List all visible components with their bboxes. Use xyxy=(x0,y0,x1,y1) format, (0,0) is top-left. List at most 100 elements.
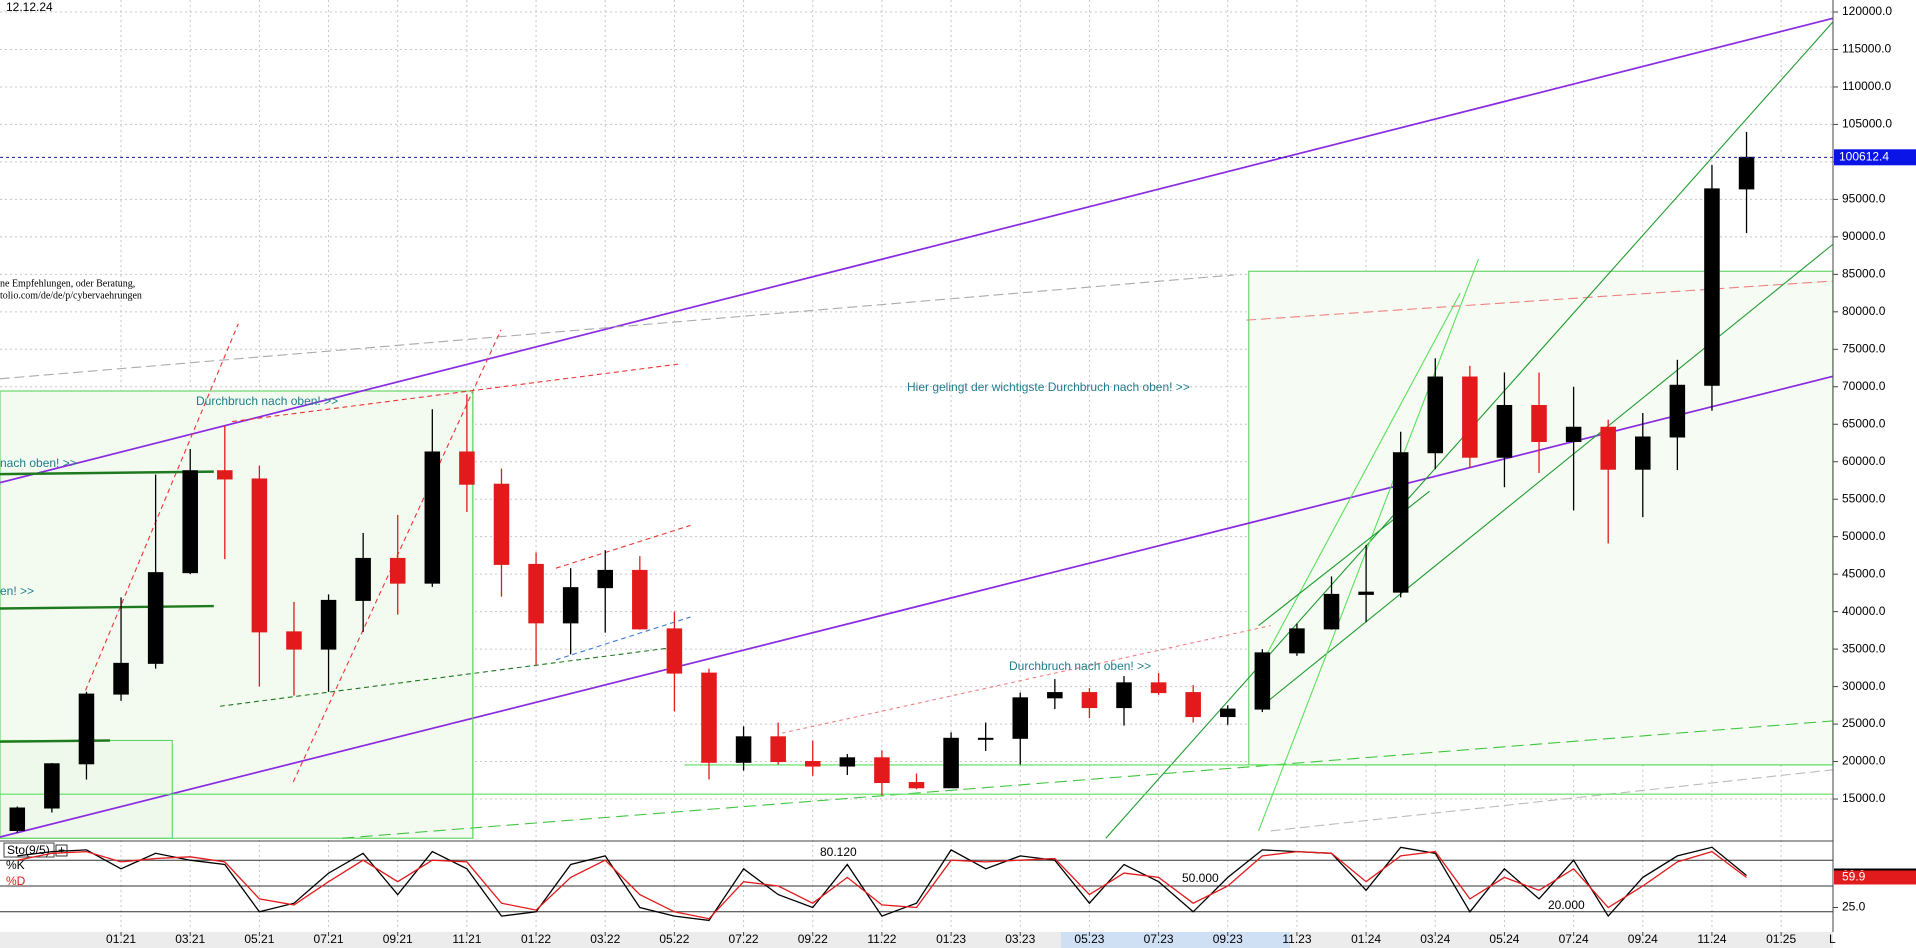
x-tick-label: 09.24 xyxy=(1628,932,1658,946)
x-tick-label: 09.23 xyxy=(1213,932,1243,946)
y-tick-label: 105000.0 xyxy=(1842,117,1892,131)
y-tick-label: 30000.0 xyxy=(1842,679,1886,693)
y-tick-label: 85000.0 xyxy=(1842,267,1886,281)
candle-body xyxy=(1150,682,1167,694)
x-tick-label: 05.23 xyxy=(1074,932,1104,946)
candle-body xyxy=(1600,426,1616,470)
x-tick-label: 07.22 xyxy=(729,932,759,946)
x-tick-label: 05.21 xyxy=(244,932,274,946)
candle-body xyxy=(1012,697,1029,739)
candle-body xyxy=(943,737,959,789)
trend-line xyxy=(0,17,1834,484)
last-value-label: 59.9 xyxy=(1842,870,1866,884)
candle-body xyxy=(1635,436,1651,470)
trend-line xyxy=(555,616,691,661)
candle-body xyxy=(1669,384,1686,438)
y-tick-label: 90000.0 xyxy=(1842,229,1886,243)
legend-d: %D xyxy=(6,874,26,888)
candle-body xyxy=(874,757,890,784)
trend-line xyxy=(219,647,673,707)
candle-body xyxy=(389,557,406,584)
candle-body xyxy=(632,569,648,630)
y-tick-label: 40000.0 xyxy=(1842,604,1886,618)
x-tick-label: 09.21 xyxy=(383,932,413,946)
indicator-line xyxy=(17,850,1747,920)
y-tick-label: 75000.0 xyxy=(1842,341,1886,355)
candle-body xyxy=(1047,692,1063,699)
candle-body xyxy=(44,763,60,809)
candle-body xyxy=(528,563,544,624)
indicator-line xyxy=(17,846,1747,922)
y-tick-label: 70000.0 xyxy=(1842,379,1886,393)
trend-line xyxy=(0,274,1235,380)
x-tick-label: 09.22 xyxy=(798,932,828,946)
y-tick-label: 25.0 xyxy=(1842,900,1866,914)
candle-body xyxy=(1531,405,1547,442)
x-tick-label: 01.22 xyxy=(521,932,551,946)
y-tick-label: 65000.0 xyxy=(1842,416,1886,430)
add-icon[interactable]: + xyxy=(58,843,65,857)
y-tick-label: 110000.0 xyxy=(1842,79,1891,93)
candle-body xyxy=(424,451,441,584)
trend-line xyxy=(1258,292,1461,670)
x-tick-label: 01.24 xyxy=(1351,932,1381,946)
annotation: ne Empfehlungen, oder Beratung, xyxy=(0,278,135,289)
level-label: 80.120 xyxy=(820,845,857,859)
y-tick-label: 45000.0 xyxy=(1842,566,1886,580)
candle-body xyxy=(1704,188,1720,386)
x-tick-label: 07.21 xyxy=(314,932,344,946)
current-price-box xyxy=(1834,149,1916,166)
y-tick-label: 50000.0 xyxy=(1842,529,1886,543)
y-tick-label: 95000.0 xyxy=(1842,192,1886,206)
y-tick-label: 60000.0 xyxy=(1842,454,1886,468)
candle-body xyxy=(1289,628,1305,654)
candle-body xyxy=(1462,376,1478,458)
x-tick-label: 11.23 xyxy=(1282,932,1311,946)
x-tick-label: 11.24 xyxy=(1697,932,1726,946)
candle-body xyxy=(770,736,786,763)
x-tick-label: 01.25 xyxy=(1766,932,1796,946)
annotation: Durchbruch nach oben! >> xyxy=(196,394,338,408)
candle-body xyxy=(1392,452,1409,593)
candle-body xyxy=(9,807,26,832)
level-label: 20.000 xyxy=(1548,898,1585,912)
date-label: 12.12.24 xyxy=(6,0,53,14)
candle-body xyxy=(355,557,371,601)
y-tick-label: 20000.0 xyxy=(1842,754,1886,768)
candle-body xyxy=(320,599,337,650)
trend-line xyxy=(1270,769,1833,832)
candle-body xyxy=(251,478,268,633)
y-tick-label: 55000.0 xyxy=(1842,491,1886,505)
candle-body xyxy=(217,470,233,480)
selection-range[interactable] xyxy=(1061,932,1290,948)
last-value-box xyxy=(1834,870,1916,885)
y-tick-label: 120000.0 xyxy=(1842,4,1892,18)
candle-body xyxy=(597,569,613,589)
x-tick-label: 03.23 xyxy=(1005,932,1035,946)
candle-body xyxy=(1220,708,1236,718)
x-tick-label: 01.21 xyxy=(106,932,136,946)
annotation: tolio.com/de/de/p/cybervaehrungen xyxy=(0,290,142,301)
level-line xyxy=(0,604,214,610)
current-price-label: 100612.4 xyxy=(1839,149,1889,163)
candle-body xyxy=(908,782,925,789)
x-axis-strip xyxy=(0,932,1833,948)
candle-body xyxy=(147,572,164,664)
trend-line xyxy=(781,625,1271,734)
candle-body xyxy=(78,693,95,765)
candle-body xyxy=(1496,405,1513,458)
candle-body xyxy=(735,736,752,763)
trend-line xyxy=(342,720,1833,839)
y-tick-label: 80000.0 xyxy=(1842,304,1886,318)
x-tick-label: 05.24 xyxy=(1489,932,1519,946)
candle-body xyxy=(1081,692,1098,709)
candle-body xyxy=(493,483,510,565)
trend-line xyxy=(1246,280,1833,321)
x-tick-label: 07.24 xyxy=(1559,932,1589,946)
candle-body xyxy=(1427,376,1444,454)
x-tick-label: 03.21 xyxy=(175,932,205,946)
annotation: nach oben! >> xyxy=(0,456,77,470)
candle-body xyxy=(1254,652,1271,710)
level-line xyxy=(0,470,214,476)
x-tick-label: 03.22 xyxy=(590,932,620,946)
